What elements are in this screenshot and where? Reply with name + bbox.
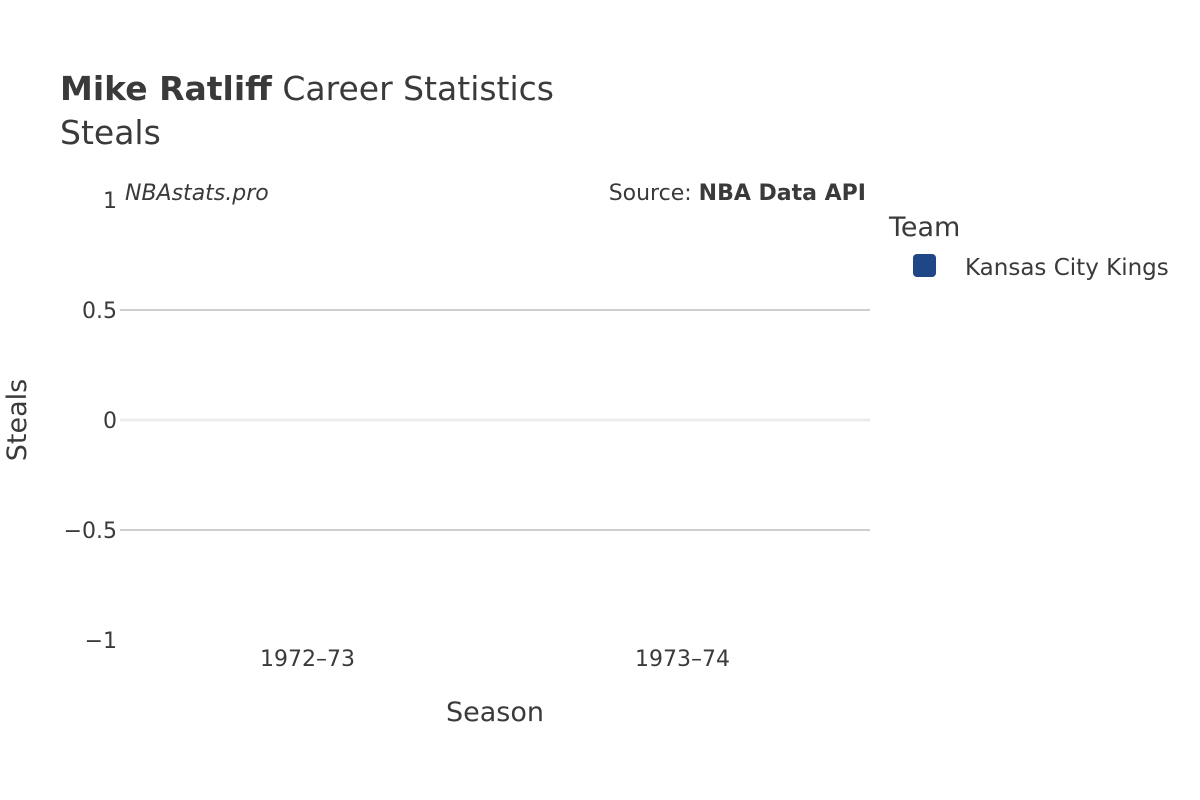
y-axis-label: Steals bbox=[2, 379, 33, 461]
chart-title: Mike Ratliff Career Statistics bbox=[60, 69, 554, 108]
source-name: NBA Data API bbox=[699, 181, 866, 206]
legend-title: Team bbox=[888, 212, 960, 243]
chart-title-player: Mike Ratliff bbox=[60, 69, 273, 108]
y-tick-label: 0 bbox=[103, 409, 117, 434]
gridlines bbox=[120, 309, 870, 531]
y-tick-label: −0.5 bbox=[64, 519, 117, 544]
watermark: NBAstats.pro bbox=[125, 181, 269, 206]
y-axis-ticks: 1 0.5 0 −0.5 −1 bbox=[64, 189, 117, 654]
x-tick-label: 1973–74 bbox=[635, 647, 730, 672]
chart-title-rest: Career Statistics bbox=[272, 69, 554, 108]
x-tick-label: 1972–73 bbox=[260, 647, 355, 672]
source-credit: Source: NBA Data API bbox=[609, 181, 866, 206]
source-prefix: Source: bbox=[609, 181, 699, 206]
x-axis-ticks: 1972–73 1973–74 bbox=[260, 647, 730, 672]
y-tick-label: 0.5 bbox=[82, 299, 117, 324]
legend-swatch[interactable] bbox=[913, 254, 936, 277]
chart-subtitle: Steals bbox=[60, 113, 161, 152]
legend[interactable]: Kansas City Kings bbox=[913, 254, 1169, 281]
y-tick-label: 1 bbox=[103, 189, 117, 214]
y-tick-label: −1 bbox=[85, 629, 117, 654]
x-axis-label: Season bbox=[446, 697, 544, 728]
legend-label[interactable]: Kansas City Kings bbox=[965, 255, 1169, 281]
